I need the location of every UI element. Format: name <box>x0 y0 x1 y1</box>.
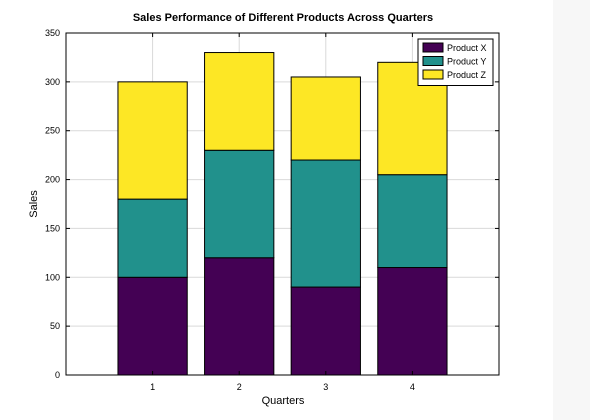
bar-product-x-q2 <box>204 257 275 376</box>
legend-swatch <box>422 69 444 80</box>
chart-title: Sales Performance of Different Products … <box>133 12 433 24</box>
x-tick-label: 1 <box>150 382 155 392</box>
plot-frame <box>65 32 500 376</box>
y-tick-label: 250 <box>45 126 60 136</box>
bar-product-x-q4 <box>377 267 448 376</box>
bar-product-y-q4 <box>377 174 448 269</box>
y-tick-label: 100 <box>45 272 60 282</box>
y-tick-label: 50 <box>50 321 60 331</box>
bar-product-z-q1 <box>117 81 188 200</box>
y-tick-label: 0 <box>55 370 60 380</box>
bars <box>117 52 448 376</box>
legend-label: Product Z <box>447 70 487 80</box>
legend-label: Product X <box>447 43 487 53</box>
legend-swatch <box>422 42 444 53</box>
chart: Sales Performance of Different Products … <box>28 12 500 407</box>
y-ticks: 0 50 100 150 200 250 300 350 <box>45 28 499 380</box>
bar-product-y-q2 <box>204 149 275 259</box>
y-tick-label: 150 <box>45 223 60 233</box>
bar-product-x-q3 <box>290 286 361 376</box>
bar-product-y-q3 <box>290 159 361 288</box>
y-tick-label: 350 <box>45 28 60 38</box>
legend-swatch <box>422 56 444 66</box>
y-tick-label: 300 <box>45 77 60 87</box>
bar-product-x-q1 <box>117 276 188 376</box>
side-panel <box>553 0 590 420</box>
x-axis-label: Quarters <box>262 395 305 407</box>
x-tick-label: 4 <box>410 382 415 392</box>
y-axis-label: Sales <box>28 190 40 218</box>
legend-label: Product Y <box>447 57 486 67</box>
x-tick-label: 2 <box>237 382 242 392</box>
legend: Product X Product Y Product Z <box>417 38 494 86</box>
y-tick-label: 200 <box>45 175 60 185</box>
x-tick-label: 3 <box>323 382 328 392</box>
bar-product-z-q3 <box>290 76 361 161</box>
x-ticks: 1 2 3 4 <box>150 33 415 392</box>
bar-product-y-q1 <box>117 198 188 278</box>
bar-product-z-q2 <box>204 52 275 151</box>
